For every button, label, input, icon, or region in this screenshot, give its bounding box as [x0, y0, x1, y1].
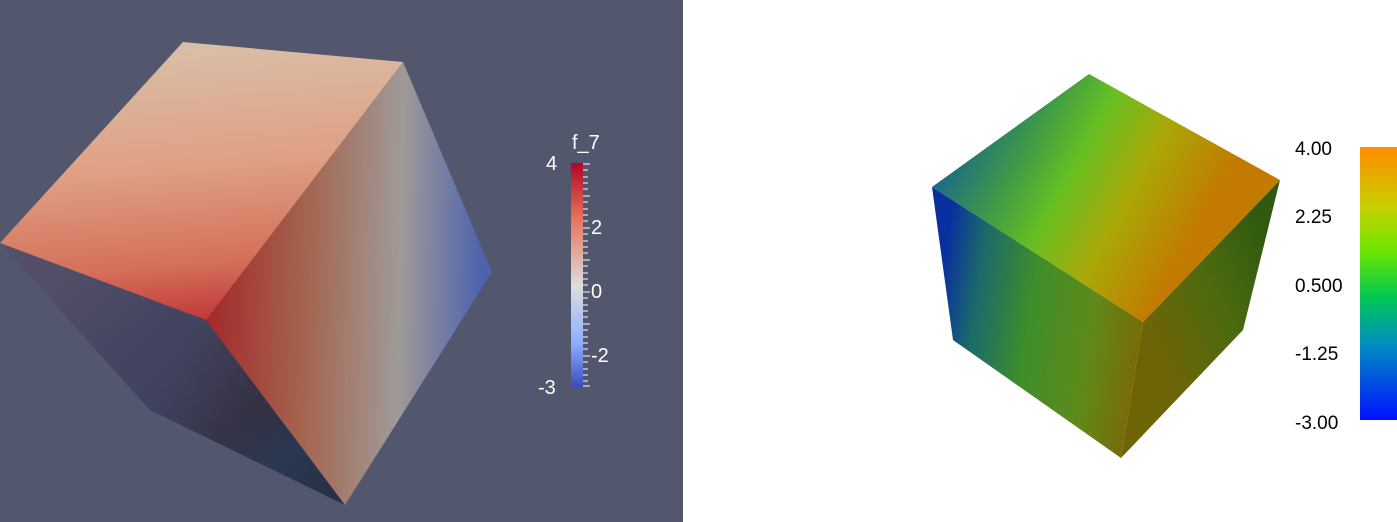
- right-scalar-bar-label: 0.500: [1295, 276, 1343, 297]
- left-scalar-bar-gradient: [571, 163, 583, 387]
- left-scalar-bar: [571, 163, 590, 387]
- left-scalar-bar-title: f_7: [572, 132, 600, 154]
- right-cube-top-face: [932, 74, 1280, 322]
- left-cube-front-face-shade: [0, 243, 345, 505]
- left-cube-top-face: [0, 42, 403, 320]
- right-render-view[interactable]: 4.00 2.25 0.500 -1.25 -3.00: [683, 0, 1397, 522]
- left-render-view[interactable]: f_7 4 2 0 -2 -3: [0, 0, 683, 522]
- right-cube-right-face: [1121, 180, 1280, 458]
- right-scalar-bar-label-min: -3.00: [1295, 413, 1339, 434]
- left-cube-right-face: [206, 62, 492, 505]
- left-scalar-bar-ticks: [583, 163, 590, 387]
- right-scalar-bar-label-max: 4.00: [1295, 139, 1332, 160]
- right-cube-scene: [932, 74, 1397, 458]
- left-cube-scene: [0, 42, 590, 505]
- right-scalar-bar-label: 2.25: [1295, 207, 1332, 228]
- left-scalar-bar-label-min: -3: [538, 377, 556, 399]
- right-scalar-bar-label: -1.25: [1295, 344, 1339, 365]
- right-scalar-bar-gradient: [1360, 147, 1397, 420]
- left-scalar-bar-label-max: 4: [546, 153, 558, 175]
- left-scalar-bar-label: 0: [591, 281, 603, 303]
- right-cube-front-face: [932, 187, 1143, 458]
- left-scalar-bar-label: -2: [591, 345, 609, 367]
- left-scalar-bar-label: 2: [591, 217, 603, 239]
